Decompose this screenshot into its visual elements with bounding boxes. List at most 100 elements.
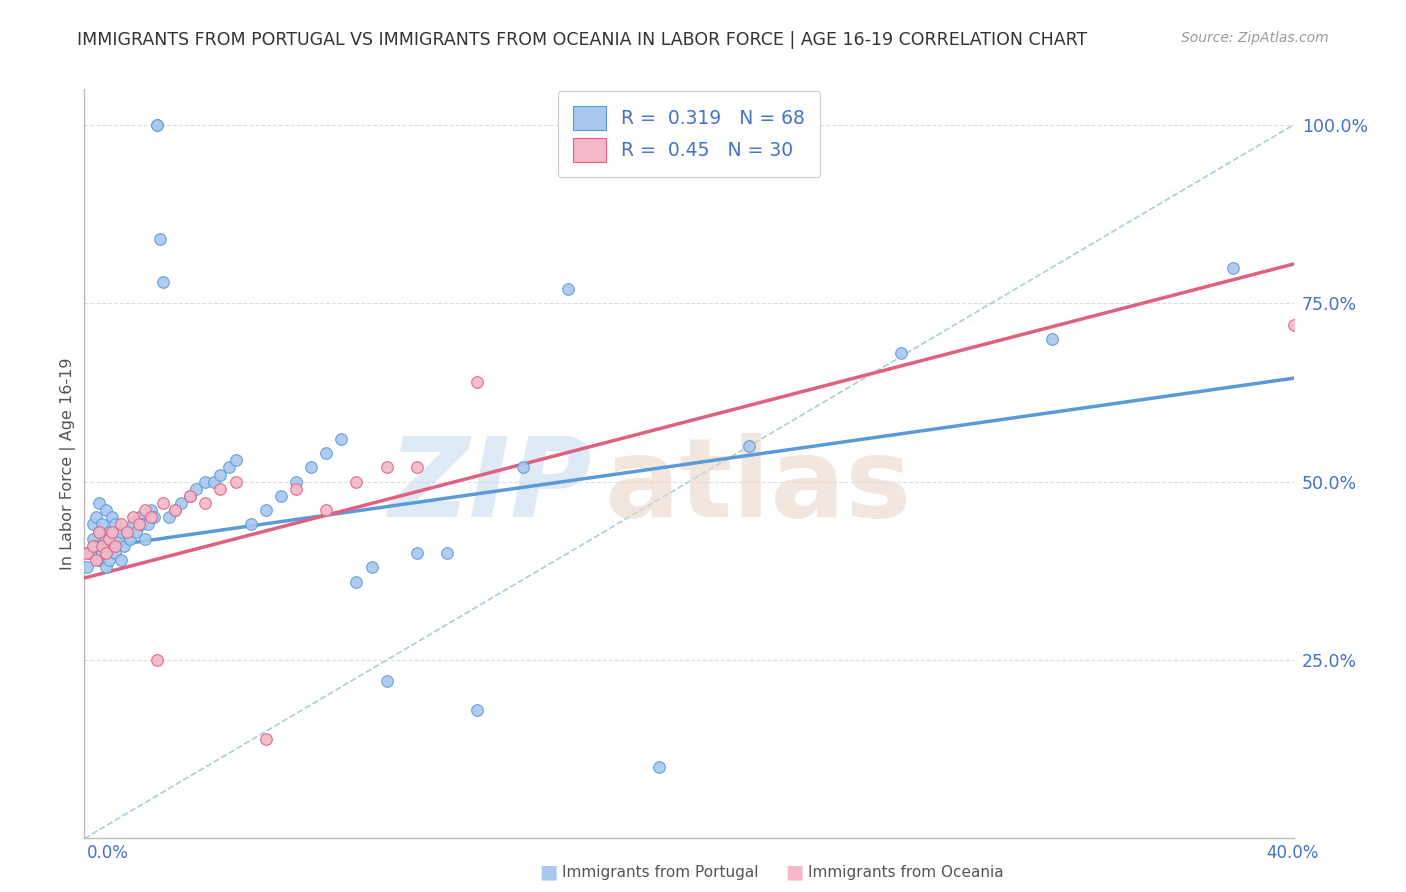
Point <box>128 517 150 532</box>
Point <box>89 524 111 539</box>
Point <box>194 475 217 489</box>
Point <box>131 517 153 532</box>
Point <box>104 539 127 553</box>
Point <box>121 510 143 524</box>
Point <box>82 517 104 532</box>
Point <box>94 546 117 560</box>
Point <box>86 510 108 524</box>
Point <box>100 539 122 553</box>
Point <box>104 517 127 532</box>
Point <box>152 496 174 510</box>
Point <box>94 560 117 574</box>
Point <box>179 489 201 503</box>
Point <box>97 553 120 567</box>
Text: 40.0%: 40.0% <box>1267 844 1319 862</box>
Point <box>170 496 193 510</box>
Point <box>91 517 114 532</box>
Point <box>89 553 111 567</box>
Point <box>270 489 292 503</box>
Point <box>146 118 169 132</box>
Point <box>121 517 143 532</box>
Point <box>1040 332 1063 346</box>
Point <box>194 496 217 510</box>
Point <box>86 539 108 553</box>
Point <box>254 731 277 746</box>
Text: Immigrants from Portugal: Immigrants from Portugal <box>562 865 759 880</box>
Point <box>94 532 117 546</box>
Point <box>375 460 398 475</box>
Point <box>136 517 159 532</box>
Point <box>186 482 208 496</box>
Point <box>890 346 912 360</box>
Point <box>91 546 114 560</box>
Point <box>1282 318 1305 332</box>
Point <box>202 475 225 489</box>
Point <box>165 503 187 517</box>
Point <box>139 503 162 517</box>
Point <box>94 503 117 517</box>
Point <box>89 496 111 510</box>
Text: 0.0%: 0.0% <box>87 844 129 862</box>
Point <box>82 532 104 546</box>
Point <box>299 460 322 475</box>
Point <box>134 503 156 517</box>
Point <box>139 510 162 524</box>
Point <box>406 460 429 475</box>
Point <box>225 475 247 489</box>
Text: ZIP: ZIP <box>388 433 592 540</box>
Point <box>97 524 120 539</box>
Point <box>100 524 122 539</box>
Text: ■: ■ <box>538 863 558 882</box>
Point <box>110 517 132 532</box>
Point <box>89 524 111 539</box>
Text: Immigrants from Oceania: Immigrants from Oceania <box>808 865 1004 880</box>
Point <box>152 275 174 289</box>
Point <box>76 560 98 574</box>
Point <box>112 539 135 553</box>
Point <box>110 553 132 567</box>
Point <box>118 532 141 546</box>
Point <box>254 503 277 517</box>
Text: atlas: atlas <box>605 433 911 540</box>
Point <box>285 482 308 496</box>
Point <box>146 653 169 667</box>
Point <box>100 510 122 524</box>
Point <box>115 524 138 539</box>
Point <box>134 532 156 546</box>
Point <box>360 560 382 574</box>
Point <box>104 546 127 560</box>
Point <box>179 489 201 503</box>
Point <box>110 524 132 539</box>
Legend: R =  0.319   N = 68, R =  0.45   N = 30: R = 0.319 N = 68, R = 0.45 N = 30 <box>558 91 820 177</box>
Point <box>97 532 120 546</box>
Point <box>375 674 398 689</box>
Point <box>218 460 240 475</box>
Point <box>91 539 114 553</box>
Point <box>165 503 187 517</box>
Point <box>157 510 180 524</box>
Point <box>406 546 429 560</box>
Point <box>128 510 150 524</box>
Point <box>115 524 138 539</box>
Point <box>225 453 247 467</box>
Point <box>76 546 98 560</box>
Point <box>557 282 579 296</box>
Point <box>142 510 165 524</box>
Point <box>315 503 337 517</box>
Point <box>82 539 104 553</box>
Point <box>79 546 101 560</box>
Point <box>285 475 308 489</box>
Point <box>467 375 489 389</box>
Point <box>330 432 353 446</box>
Point <box>1222 260 1244 275</box>
Point <box>512 460 534 475</box>
Point <box>346 475 368 489</box>
Text: IMMIGRANTS FROM PORTUGAL VS IMMIGRANTS FROM OCEANIA IN LABOR FORCE | AGE 16-19 C: IMMIGRANTS FROM PORTUGAL VS IMMIGRANTS F… <box>77 31 1088 49</box>
Point <box>149 232 172 246</box>
Point <box>125 524 148 539</box>
Point <box>146 118 169 132</box>
Point <box>738 439 761 453</box>
Point <box>86 553 108 567</box>
Point <box>648 760 671 774</box>
Point <box>315 446 337 460</box>
